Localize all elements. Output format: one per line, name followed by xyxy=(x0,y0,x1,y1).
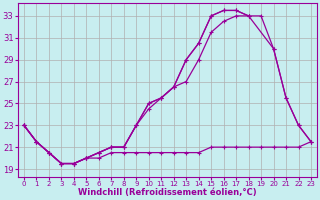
X-axis label: Windchill (Refroidissement éolien,°C): Windchill (Refroidissement éolien,°C) xyxy=(78,188,257,197)
